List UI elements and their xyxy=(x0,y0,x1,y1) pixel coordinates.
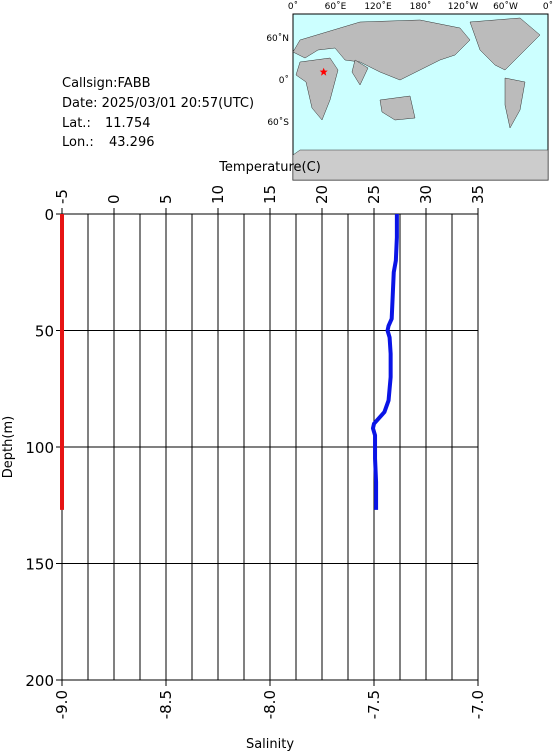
x2-axis-title: Salinity xyxy=(246,737,294,751)
land xyxy=(292,17,549,181)
map-lon-label: 120˚W xyxy=(448,1,479,12)
y-tick-label: 200 xyxy=(25,672,54,690)
lat-label: Lat.: xyxy=(62,116,91,131)
map-lon-label: 60˚W xyxy=(493,1,518,12)
x-tick-label: 15 xyxy=(261,185,279,204)
lat-value: 11.754 xyxy=(105,116,151,131)
map-lon-label: 120˚E xyxy=(364,1,392,12)
map-lat-label: 0˚ xyxy=(279,75,289,86)
x-tick-label: 35 xyxy=(469,185,487,204)
y-tick-label: 50 xyxy=(35,323,54,341)
x-tick-label: 20 xyxy=(313,185,331,204)
map-lon-label: 0˚ xyxy=(543,1,553,12)
y-tick-label: 150 xyxy=(25,556,54,574)
map-lon-label: 0˚ xyxy=(288,1,298,12)
map-lat-label: 60˚N xyxy=(266,33,289,44)
x-tick-label: -5 xyxy=(53,189,71,204)
x-axis-title: Temperature(C) xyxy=(218,160,321,175)
x-tick-label: 10 xyxy=(209,185,227,204)
map-lat-label: 60˚S xyxy=(267,117,289,128)
x2-tick-label: -9.0 xyxy=(53,690,71,719)
map-lon-label: 60˚E xyxy=(325,1,347,12)
x2-tick-label: -8.5 xyxy=(157,690,175,719)
lon-label: Lon.: xyxy=(62,135,94,150)
date: Date: 2025/03/01 20:57(UTC) xyxy=(62,96,254,111)
x2-tick-label: -7.0 xyxy=(469,690,487,719)
x2-tick-label: -7.5 xyxy=(365,690,383,719)
y-tick-label: 100 xyxy=(25,439,54,457)
x-tick-label: 5 xyxy=(157,194,175,204)
profile-line xyxy=(370,214,399,510)
x-tick-label: 30 xyxy=(417,185,435,204)
station-marker xyxy=(319,67,328,76)
y-tick-label: 0 xyxy=(44,206,54,224)
x2-tick-label: -8.0 xyxy=(261,690,279,719)
map-lon-label: 180˚ xyxy=(410,1,432,12)
x-tick-label: 0 xyxy=(105,194,123,204)
x-tick-label: 25 xyxy=(365,185,383,204)
y-axis-title: Depth(m) xyxy=(1,416,16,478)
map xyxy=(292,13,549,181)
callsign: Callsign:FABB xyxy=(62,76,151,91)
lon-value: 43.296 xyxy=(109,135,155,150)
